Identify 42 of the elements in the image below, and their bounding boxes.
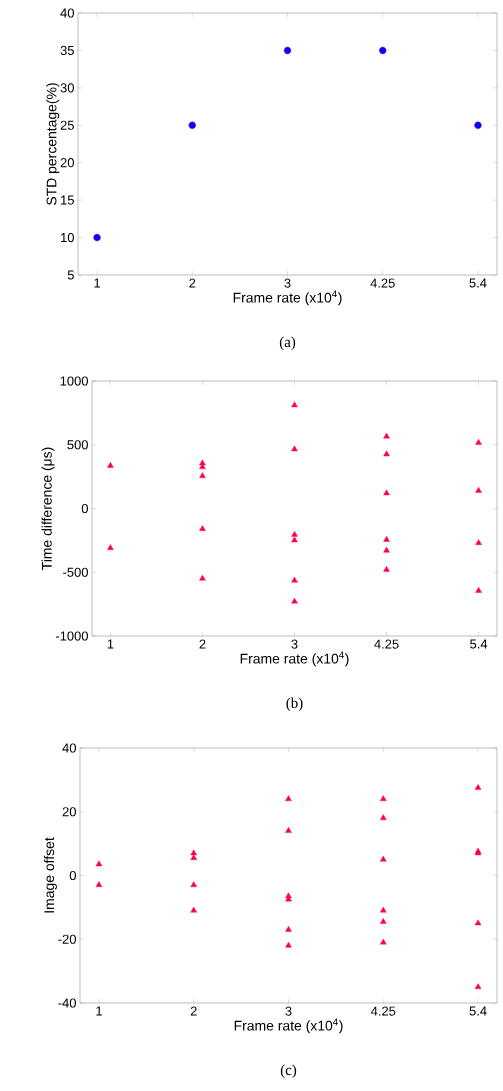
y-tick-label: 5: [67, 270, 74, 280]
x-tick-label: 2: [189, 278, 196, 288]
y-tick-label: 500: [67, 440, 88, 450]
x-axis-title: Frame rate (x10$^{4}$): [240, 651, 349, 667]
y-axis-title: Time difference (μs): [41, 447, 55, 570]
y-axis-title: STD percentage(%): [46, 83, 60, 205]
y-axis-title: Image offset: [43, 837, 57, 913]
y-tick-label: 0: [81, 503, 88, 514]
y-tick-label: 10: [61, 232, 74, 243]
y-tick-label: 40: [60, 8, 74, 18]
x-tick-label: 4.25: [374, 639, 399, 649]
text: (b): [286, 697, 303, 712]
x-tick-label: 1: [107, 639, 114, 649]
y-tick-label: 25: [60, 120, 74, 130]
y-tick-label: 30: [60, 83, 74, 93]
y-tick-label: -1000: [55, 631, 88, 641]
text: (c): [280, 1064, 297, 1079]
y-tick-label: 20: [62, 807, 76, 817]
y-tick-label: 15: [61, 195, 74, 205]
x-tick-label: 1: [94, 278, 101, 288]
x-tick-label: 4.25: [370, 278, 395, 288]
x-tick-label: 4.25: [370, 1006, 396, 1016]
x-tick-label: 1: [96, 1006, 102, 1016]
y-tick-label: 0: [69, 870, 76, 881]
x-tick-label: 3: [291, 639, 298, 649]
y-tick-label: 40: [62, 743, 76, 753]
x-tick-label: 5.4: [470, 639, 488, 649]
y-tick-label: -40: [58, 998, 76, 1008]
x-tick-label: 3: [284, 278, 291, 288]
y-tick-label: 35: [60, 45, 74, 55]
x-axis-title: Frame rate (x10$^{4}$): [234, 1018, 343, 1034]
x-tick-label: 5.4: [469, 278, 487, 288]
x-tick-label: 5.4: [469, 1006, 487, 1016]
y-tick-label: -20: [58, 934, 76, 944]
x-axis-title: Frame rate (x10$^{4}$): [233, 290, 342, 306]
x-tick-label: 2: [190, 1006, 197, 1016]
y-tick-label: -500: [63, 567, 88, 577]
x-tick-label: 3: [285, 1006, 292, 1016]
text: (a): [279, 336, 296, 351]
x-tick-label: 2: [199, 639, 206, 649]
y-tick-label: 1000: [60, 376, 88, 386]
y-tick-label: 20: [60, 158, 74, 168]
